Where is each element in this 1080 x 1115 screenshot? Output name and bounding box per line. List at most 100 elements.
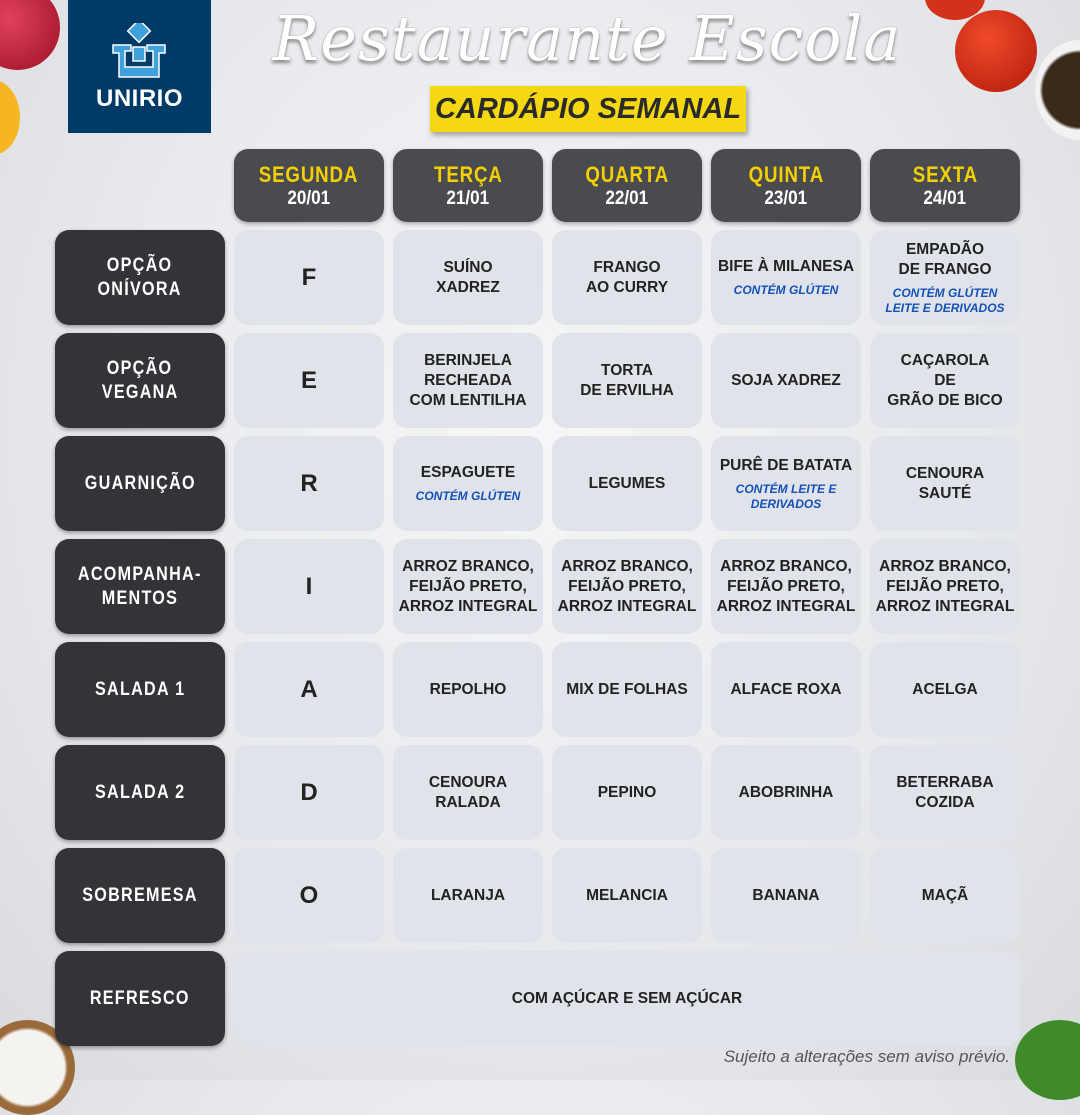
menu-cell: FRANGO AO CURRY xyxy=(552,230,702,325)
row-label-line: GUARNIÇÃO xyxy=(84,472,196,494)
dish-line: CENOURA xyxy=(905,464,985,482)
menu-cell: LEGUMES xyxy=(552,436,702,531)
day-header: QUINTA 23/01 xyxy=(711,149,861,222)
day-header: SEGUNDA 20/01 xyxy=(234,149,384,222)
menu-cell: REPOLHO xyxy=(393,642,543,737)
day-header: TERÇA 21/01 xyxy=(393,149,543,222)
menu-cell: BIFE À MILANESA CONTÉM GLÚTEN xyxy=(711,230,861,325)
menu-cell: ALFACE ROXA xyxy=(711,642,861,737)
menu-grid: SEGUNDA 20/01 TERÇA 21/01 QUARTA 22/01 QUINTA 2… xyxy=(55,149,1020,1046)
dish-line: ALFACE ROXA xyxy=(730,680,842,698)
dish-line: GRÃO DE BICO xyxy=(887,391,1003,409)
dish-line: ARROZ INTEGRAL xyxy=(557,597,697,615)
menu-cell: BETERRABA COZIDA xyxy=(870,745,1020,840)
dish-line: ARROZ BRANCO, xyxy=(720,557,852,575)
dish-line: DE FRANGO xyxy=(898,260,992,278)
menu-cell: PURÊ DE BATATA CONTÉM LEITE E DERIVADOS xyxy=(711,436,861,531)
menu-cell: F xyxy=(234,230,384,325)
dish-line: SAUTÉ xyxy=(918,484,972,502)
day-header: SEXTA 24/01 xyxy=(870,149,1020,222)
menu-cell: R xyxy=(234,436,384,531)
dish-line: E xyxy=(300,366,317,394)
dish-line: COZIDA xyxy=(915,793,975,811)
allergen-note: CONTÉM GLÚTEN xyxy=(892,285,998,300)
menu-cell: MAÇÃ xyxy=(870,848,1020,943)
dish-line: A xyxy=(300,675,318,703)
dish-line: LEGUMES xyxy=(588,474,666,492)
dish-line: AO CURRY xyxy=(585,278,669,296)
dish-line: MAÇÃ xyxy=(921,886,969,904)
dish-line: BIFE À MILANESA xyxy=(717,258,855,275)
dish-line: XADREZ xyxy=(436,278,500,296)
row-label: REFRESCO xyxy=(55,951,225,1046)
footer-disclaimer: Sujeito a alterações sem aviso prévio. xyxy=(723,1047,1010,1066)
menu-cell: LARANJA xyxy=(393,848,543,943)
menu-cell: CENOURA SAUTÉ xyxy=(870,436,1020,531)
dish-line: SUÍNO xyxy=(443,258,493,276)
menu-cell: ACELGA xyxy=(870,642,1020,737)
dish-line: ARROZ BRANCO, xyxy=(879,557,1011,575)
dish-line: F xyxy=(301,263,317,291)
menu-cell: EMPADÃO DE FRANGO CONTÉM GLÚTEN LEITE E DER… xyxy=(870,230,1020,325)
dish-line: LARANJA xyxy=(430,886,506,904)
allergen-note: CONTÉM GLÚTEN xyxy=(415,489,521,503)
dish-line: ESPAGUETE xyxy=(420,464,516,481)
menu-cell: ARROZ BRANCO, FEIJÃO PRETO, ARROZ INTEGRAL xyxy=(393,539,543,634)
row-label: GUARNIÇÃO xyxy=(55,436,225,531)
orange-decoration xyxy=(0,80,20,155)
menu-cell: ARROZ BRANCO, FEIJÃO PRETO, ARROZ INTEGRAL xyxy=(870,539,1020,634)
allergen-note: CONTÉM GLÚTEN xyxy=(733,283,839,297)
dish-line: D xyxy=(300,778,318,806)
dish-line: RALADA xyxy=(435,793,501,811)
menu-cell: SOJA XADREZ xyxy=(711,333,861,428)
menu-cell: CENOURA RALADA xyxy=(393,745,543,840)
menu-cell: BANANA xyxy=(711,848,861,943)
menu-cell: D xyxy=(234,745,384,840)
dish-line: PEPINO xyxy=(597,783,657,801)
row-label-line: SOBREMESA xyxy=(82,884,198,906)
dish-line: TORTA xyxy=(601,361,653,379)
dish-line: FEIJÃO PRETO, xyxy=(409,577,527,595)
row-label-line: OPÇÃO xyxy=(107,357,173,379)
dish-line: COM AÇÚCAR E SEM AÇÚCAR xyxy=(511,989,743,1007)
day-name: SEGUNDA xyxy=(259,161,359,187)
menu-cell: MELANCIA xyxy=(552,848,702,943)
page-title: Restaurante Escola xyxy=(272,2,902,75)
day-date: 20/01 xyxy=(287,187,331,209)
allergen-note: LEITE E DERIVADOS xyxy=(885,300,1005,315)
row-label-line: VEGANA xyxy=(101,381,179,403)
allergen-note: DERIVADOS xyxy=(750,496,822,511)
dish-line: REPOLHO xyxy=(429,680,507,698)
menu-cell: ESPAGUETE CONTÉM GLÚTEN xyxy=(393,436,543,531)
menu-cell: PEPINO xyxy=(552,745,702,840)
tomato-decoration xyxy=(925,0,985,20)
corner-spacer xyxy=(55,149,225,222)
day-date: 24/01 xyxy=(923,187,967,209)
menu-cell: BERINJELA RECHEADA COM LENTILHA xyxy=(393,333,543,428)
dish-line: MIX DE FOLHAS xyxy=(566,680,688,698)
dish-line: ABOBRINHA xyxy=(738,783,834,801)
dish-line: RECHEADA xyxy=(424,371,512,389)
unirio-logo: UNIRIO xyxy=(68,0,211,133)
menu-cell: A xyxy=(234,642,384,737)
dish-line: ARROZ INTEGRAL xyxy=(398,597,538,615)
day-header: QUARTA 22/01 xyxy=(552,149,702,222)
dish-line: MELANCIA xyxy=(586,886,668,904)
menu-cell: O xyxy=(234,848,384,943)
row-label-line: SALADA 1 xyxy=(94,678,186,700)
dish-line: SOJA XADREZ xyxy=(731,371,841,389)
day-name: QUINTA xyxy=(748,161,824,187)
allergen-note: CONTÉM LEITE E xyxy=(735,481,837,496)
dish-line: EMPADÃO xyxy=(905,240,985,258)
day-date: 21/01 xyxy=(446,187,490,209)
menu-cell: ARROZ BRANCO, FEIJÃO PRETO, ARROZ INTEGRAL xyxy=(552,539,702,634)
row-label: OPÇÃO VEGANA xyxy=(55,333,225,428)
menu-cell: I xyxy=(234,539,384,634)
day-date: 23/01 xyxy=(764,187,808,209)
day-date: 22/01 xyxy=(605,187,649,209)
row-label: SALADA 1 xyxy=(55,642,225,737)
dish-line: ARROZ BRANCO, xyxy=(561,557,693,575)
menu-cell: MIX DE FOLHAS xyxy=(552,642,702,737)
dish-line: BERINJELA xyxy=(424,351,512,369)
day-name: SEXTA xyxy=(912,161,978,187)
